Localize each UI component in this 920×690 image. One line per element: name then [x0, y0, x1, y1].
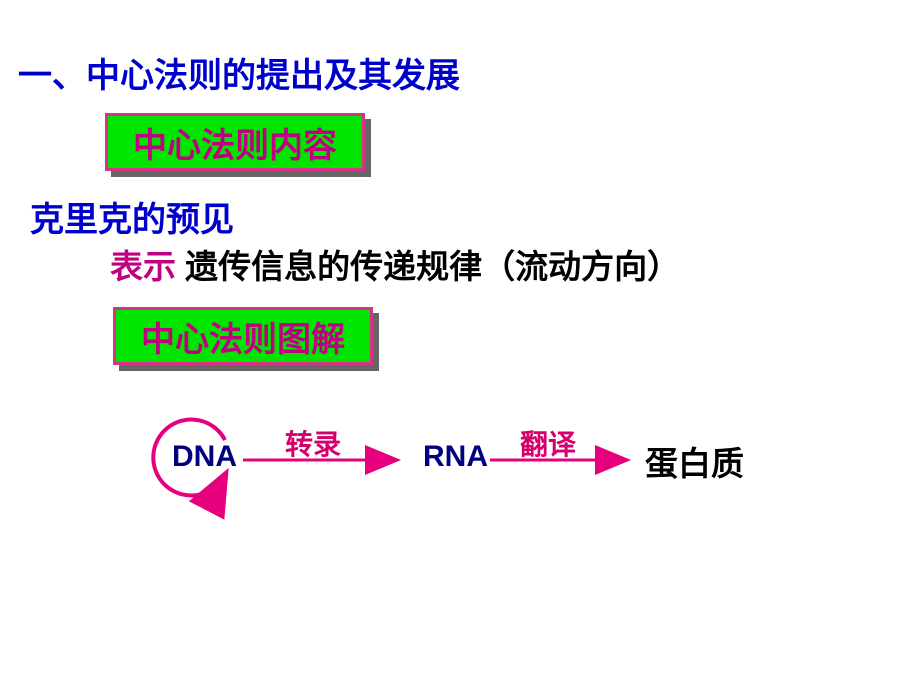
protein-node: 蛋白质	[645, 437, 744, 485]
box-content-rule: 中心法则内容	[105, 113, 365, 171]
translation-label: 翻译	[520, 423, 576, 463]
section-title: 一、中心法则的提出及其发展	[18, 48, 460, 97]
central-dogma-diagram: DNA RNA 蛋白质 转录 翻译	[90, 395, 850, 505]
dna-node: DNA	[172, 440, 237, 474]
description-line: 表示 遗传信息的传递规律（流动方向）	[110, 240, 680, 288]
box2-text: 中心法则图解	[141, 312, 345, 361]
desc-rest: 遗传信息的传递规律（流动方向）	[176, 248, 680, 285]
box1-text: 中心法则内容	[133, 118, 337, 167]
desc-label: 表示	[110, 248, 176, 285]
transcription-label: 转录	[285, 423, 341, 463]
box-diagram-rule: 中心法则图解	[113, 307, 373, 365]
rna-node: RNA	[423, 440, 488, 474]
subtitle-crick: 克里克的预见	[30, 192, 234, 241]
